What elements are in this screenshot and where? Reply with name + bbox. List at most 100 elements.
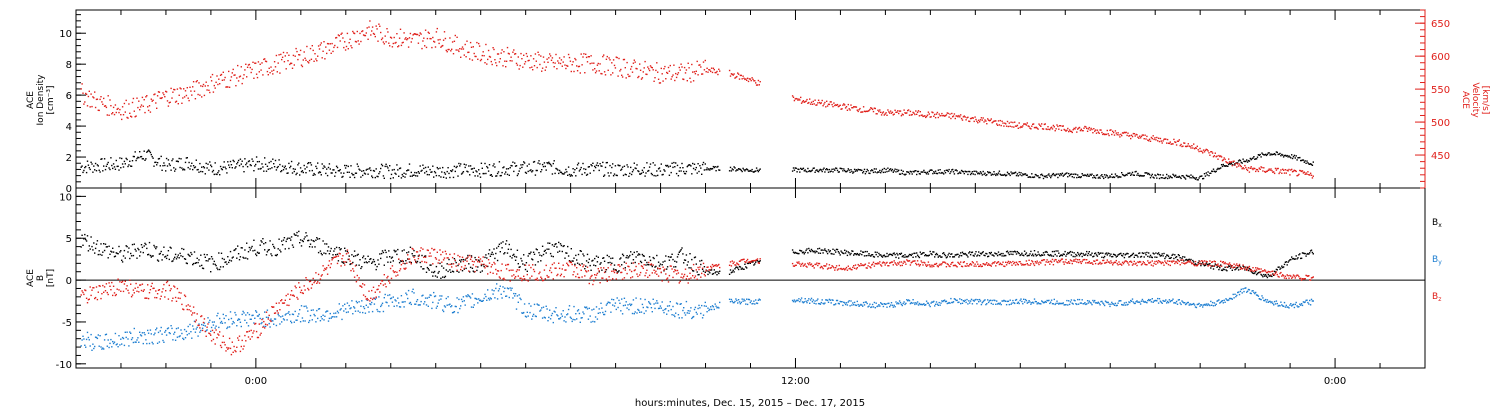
density-series-point (230, 164, 233, 166)
velocity-series-point (190, 90, 192, 92)
density-series-point (1252, 157, 1254, 159)
bx-series-point (1193, 261, 1195, 263)
velocity-series-point (912, 111, 914, 114)
bx-series-point (170, 247, 172, 249)
velocity-series-point (922, 115, 924, 118)
by-series-point (611, 298, 613, 301)
density-series-point (353, 176, 356, 179)
velocity-series-point (1106, 129, 1108, 132)
bx-series-point (391, 256, 394, 258)
velocity-series-point (510, 56, 512, 58)
bx-series-point (489, 255, 492, 257)
density-series-point (1251, 157, 1253, 160)
velocity-series-point (219, 83, 221, 85)
velocity-series-point (976, 120, 978, 122)
velocity-series-point (274, 66, 277, 68)
density-series-point (1130, 173, 1133, 175)
plasma-panel-frame (75, 9, 1426, 189)
density-series-point (749, 169, 751, 172)
by-series-point (412, 288, 414, 290)
by-series-point (511, 287, 513, 289)
velocity-series-point (1099, 129, 1101, 131)
bx-series-point (657, 261, 660, 263)
density-series-point (799, 171, 801, 173)
velocity-series-point (1029, 127, 1031, 129)
density-series-point (1199, 175, 1201, 178)
velocity-series-point (350, 45, 352, 47)
bx-series-point (442, 267, 445, 269)
density-series-point (964, 170, 966, 172)
density-series-point (883, 167, 885, 170)
density-series-point (666, 164, 669, 167)
by-series-point (415, 303, 417, 305)
bx-series-point (306, 235, 308, 237)
velocity-series-point (149, 111, 152, 113)
density-series-point (376, 175, 378, 178)
bx-series-point (423, 268, 425, 270)
velocity-series-point (219, 74, 222, 76)
velocity-series-point (754, 80, 756, 82)
velocity-series-point (821, 99, 823, 102)
bx-series-point (285, 240, 287, 243)
density-series-point (1259, 153, 1261, 156)
velocity-series-point (911, 113, 913, 116)
by-series-point (678, 317, 680, 319)
density-series-point (1287, 156, 1289, 158)
velocity-series-point (632, 62, 635, 64)
bx-series-point (211, 258, 214, 260)
bx-series-point (309, 243, 312, 245)
velocity-series-point (895, 111, 897, 113)
bx-series-point (648, 264, 650, 266)
bx-series-point (817, 248, 819, 250)
velocity-series-point (693, 71, 696, 73)
bx-series-point (1136, 254, 1138, 257)
density-series-point (545, 169, 547, 171)
density-series-point (477, 175, 479, 177)
velocity-series-point (898, 112, 900, 115)
bx-series-point (398, 262, 401, 264)
velocity-series-point (183, 96, 186, 98)
velocity-series-point (592, 69, 594, 71)
by-series-point (230, 317, 233, 320)
density-series-point (905, 173, 907, 175)
velocity-series-point (683, 66, 686, 69)
velocity-series-point (433, 40, 435, 43)
velocity-series-point (460, 56, 462, 58)
density-series-point (460, 163, 462, 165)
velocity-series-point (506, 46, 509, 49)
density-series-point (1301, 159, 1304, 161)
velocity-series-point (156, 107, 158, 109)
by-series-point (730, 298, 733, 301)
by-series-point (164, 331, 166, 333)
velocity-series-point (83, 103, 85, 105)
density-series-point (655, 175, 657, 177)
bx-series-point (590, 269, 592, 271)
bx-series-point (1296, 258, 1298, 260)
by-series-point (177, 327, 179, 329)
by-series-point (556, 314, 558, 316)
bx-series-point (794, 251, 796, 254)
density-series-point (324, 166, 326, 168)
by-series-point (411, 290, 413, 293)
by-series-point (680, 303, 682, 305)
density-series-point (1086, 173, 1089, 176)
density-series-point (113, 166, 116, 168)
velocity-series-point (1057, 125, 1059, 128)
density-series-point (852, 172, 854, 174)
bx-series-point (344, 250, 347, 252)
bx-series-point (997, 251, 1000, 253)
bx-series-point (142, 251, 144, 254)
by-series-point (498, 288, 501, 290)
density-series-point (1035, 174, 1037, 176)
density-series-point (416, 175, 419, 177)
density-series-point (286, 172, 288, 174)
velocity-series-point (1035, 126, 1037, 129)
density-series-point (495, 175, 497, 177)
velocity-series-point (1016, 124, 1019, 127)
density-series-point (309, 162, 312, 164)
bx-series-point (592, 259, 594, 262)
bx-series-point (223, 258, 225, 261)
by-series-point (480, 300, 483, 302)
density-series-point (952, 171, 955, 173)
velocity-series-point (860, 111, 862, 113)
